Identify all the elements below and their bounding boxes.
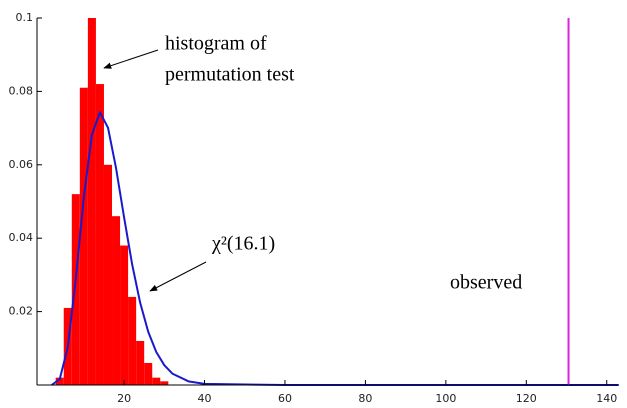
bar — [71, 194, 80, 385]
bar — [103, 164, 113, 385]
bar — [79, 87, 88, 385]
y-tick-label: 0.08 — [9, 84, 34, 97]
annotation: histogram of — [165, 33, 267, 55]
bar — [144, 362, 153, 385]
y-tick-label: 0.04 — [9, 231, 34, 244]
x-tick-label: 100 — [435, 392, 456, 405]
x-tick-label: 140 — [596, 392, 617, 405]
bar — [87, 18, 96, 385]
bar — [160, 381, 169, 385]
bar — [95, 84, 104, 385]
x-tick-label: 20 — [117, 392, 131, 405]
annotation: χ²(16.1) — [211, 233, 275, 255]
bar — [55, 377, 64, 385]
x-tick-label: 120 — [516, 392, 537, 405]
plot-area — [51, 18, 619, 386]
bar — [128, 296, 137, 385]
density-curve — [51, 111, 619, 386]
bar — [136, 340, 145, 385]
y-tick-label: 0.06 — [9, 158, 34, 171]
x-tick-label: 60 — [278, 392, 292, 405]
annotation: permutation test — [165, 64, 295, 86]
annotation: observed — [450, 272, 522, 294]
y-tick-label: 0.1 — [16, 11, 34, 24]
x-tick-label: 80 — [358, 392, 372, 405]
x-tick-label: 40 — [198, 392, 212, 405]
y-tick-label: 0.02 — [9, 305, 34, 318]
arrow — [149, 261, 207, 292]
bar — [120, 245, 129, 385]
arrow — [103, 49, 159, 69]
bar — [152, 377, 161, 385]
bar — [112, 216, 121, 385]
